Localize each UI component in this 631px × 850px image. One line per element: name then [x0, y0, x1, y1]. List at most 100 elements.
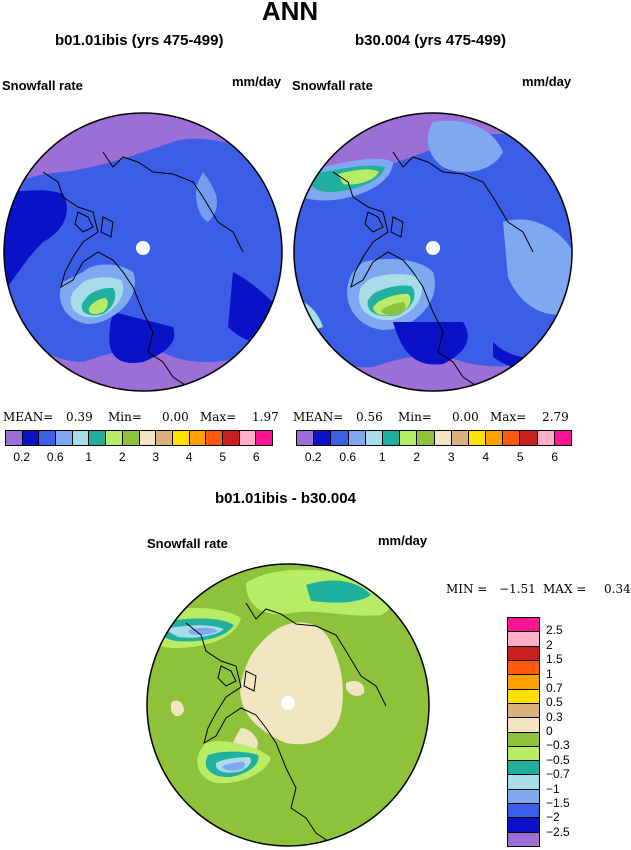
diff-colorbar-tick-label: 2.5	[546, 623, 563, 638]
panel-2-colorbar-swatch	[331, 431, 349, 445]
panel-2-colorbar-tick-label: 0.6	[339, 450, 357, 464]
diff-colorbar-tick-label: 0.7	[546, 680, 563, 695]
panel-1-colorbar-tick-label: 5	[219, 450, 227, 464]
panel-2-colorbar-tick-label: 5	[516, 450, 524, 464]
diff-colorbar-swatch	[508, 804, 539, 819]
panel-1-colorbar-swatch	[106, 431, 123, 445]
diff-colorbar-swatch	[508, 761, 539, 776]
diff-colorbar-tick-label: −1	[546, 781, 560, 796]
panel-1-mean-value: 0.39	[66, 410, 93, 424]
panel-2-colorbar-tick-label: 6	[551, 450, 559, 464]
panel-1-mean-label: MEAN=	[3, 410, 54, 424]
diff-colorbar-swatch	[508, 832, 539, 846]
panel-2-colorbar-swatch	[348, 431, 366, 445]
panel-2-colorbar-swatch	[486, 431, 504, 445]
panel-1-min-value: 0.00	[162, 410, 189, 424]
panel-2-subtitle: b30.004 (yrs 475-499)	[355, 32, 506, 49]
panel-2-colorbar-tick-label: 4	[482, 450, 490, 464]
panel-1-colorbar-swatch	[22, 431, 40, 445]
diff-colorbar-tick-label: 1.5	[546, 652, 563, 667]
panel-1-colorbar-tick-label: 6	[252, 450, 260, 464]
panel-2-colorbar-swatch	[468, 431, 487, 445]
diff-colorbar-swatch	[508, 775, 539, 790]
diff-colorbar-tick-label: −2	[546, 810, 560, 825]
panel-2-polar-map	[293, 112, 573, 392]
panel-2-colorbar-tick-label: 1	[378, 450, 386, 464]
panel-1-colorbar-tick-label: 1	[85, 450, 93, 464]
panel-1-colorbar-swatch	[6, 431, 23, 445]
panel-1-field-label: Snowfall rate	[2, 78, 83, 93]
diff-colorbar-ticks: 2.5 2 1.5 1 0.7 0.5 0.3 0 −0.3 −0.5 −0.7 −1 −1.5 −2 −2…	[546, 0, 616, 850]
diff-min-label: MIN =	[446, 582, 488, 596]
diff-colorbar-swatch	[508, 618, 539, 633]
panel-1-colorbar-tick-label: 0.2	[13, 450, 31, 464]
panel-1-colorbar-tick-label: 4	[185, 450, 193, 464]
panel-2-colorbar-swatch	[365, 431, 383, 445]
panel-1-colorbar-swatch	[156, 431, 173, 445]
diff-colorbar-swatch	[508, 718, 539, 733]
diff-colorbar-swatch	[508, 632, 539, 647]
diff-colorbar-swatch	[508, 675, 539, 690]
diff-colorbar-swatch	[508, 646, 539, 661]
diff-colorbar-swatch	[508, 689, 539, 704]
diff-colorbar-tick-label: −1.5	[546, 795, 570, 810]
panel-1-colorbar-swatch	[239, 431, 257, 445]
panel-1-colorbar-swatch	[222, 431, 240, 445]
panel-1-colorbar-swatch	[72, 431, 90, 445]
diff-field-label: Snowfall rate	[147, 536, 228, 551]
panel-1-colorbar	[5, 430, 273, 446]
panel-2-max-label: Max=	[490, 410, 527, 424]
diff-subtitle: b01.01ibis - b30.004	[215, 490, 356, 507]
panel-1-max-value: 1.97	[252, 410, 279, 424]
diff-colorbar-tick-label: 0.3	[546, 709, 563, 724]
panel-1-colorbar-tick-label: 3	[152, 450, 160, 464]
diff-colorbar-tick-label: −2.5	[546, 824, 570, 839]
panel-2-field-label: Snowfall rate	[292, 78, 373, 93]
diff-colorbar-swatch	[508, 703, 539, 719]
diff-colorbar-tick-label: 0.5	[546, 695, 563, 710]
panel-1-colorbar-swatch	[89, 431, 107, 445]
panel-2-colorbar-tick-label: 3	[447, 450, 455, 464]
panel-2-colorbar-swatch	[554, 431, 571, 445]
diff-colorbar-swatch	[508, 746, 539, 762]
panel-1-colorbar-swatch	[172, 431, 190, 445]
panel-2-colorbar-swatch	[382, 431, 401, 445]
panel-1-colorbar-tick-label: 2	[118, 450, 126, 464]
diff-colorbar	[507, 617, 540, 847]
panel-1-colorbar-ticks: 0.2 0.6 1 2 3 4 5 6	[0, 450, 631, 466]
panel-2-min-label: Min=	[398, 410, 432, 424]
panel-1-colorbar-swatch	[206, 431, 223, 445]
panel-2-colorbar-ticks: 0.2 0.6 1 2 3 4 5 6	[0, 450, 631, 466]
panel-2-colorbar-swatch	[451, 431, 469, 445]
panel-1-colorbar-swatch	[56, 431, 73, 445]
page-title: ANN	[261, 0, 319, 26]
panel-2-colorbar-swatch	[400, 431, 418, 445]
panel-2-colorbar-swatch	[520, 431, 538, 445]
panel-2-colorbar-swatch	[314, 431, 332, 445]
diff-colorbar-swatch	[508, 789, 539, 805]
diff-units-label: mm/day	[378, 533, 428, 548]
panel-2-mean-label: MEAN=	[293, 410, 344, 424]
panel-1-max-label: Max=	[200, 410, 237, 424]
diff-colorbar-swatch	[508, 818, 539, 833]
diff-max-value: 0.34	[604, 582, 631, 596]
panel-2-colorbar-swatch	[434, 431, 452, 445]
panel-2-colorbar-swatch	[503, 431, 521, 445]
panel-2-colorbar-swatch	[297, 431, 315, 445]
panel-1-min-label: Min=	[108, 410, 142, 424]
panel-1-subtitle: b01.01ibis (yrs 475-499)	[55, 32, 224, 49]
panel-1-colorbar-swatch	[189, 431, 207, 445]
diff-colorbar-tick-label: 2	[546, 637, 553, 652]
diff-colorbar-tick-label: −0.5	[546, 752, 570, 767]
diff-colorbar-tick-label: −0.7	[546, 767, 570, 782]
diff-colorbar-swatch	[508, 732, 539, 747]
panel-2-colorbar-tick-label: 2	[413, 450, 421, 464]
panel-1-colorbar-swatch	[256, 431, 272, 445]
diff-max-label: MAX =	[543, 582, 587, 596]
diff-colorbar-tick-label: −0.3	[546, 738, 570, 753]
diff-colorbar-tick-label: 1	[546, 666, 553, 681]
panel-2-units-label: mm/day	[522, 74, 572, 89]
panel-2-mean-value: 0.56	[356, 410, 383, 424]
panel-1-units-label: mm/day	[232, 74, 282, 89]
panel-2-min-value: 0.00	[452, 410, 479, 424]
